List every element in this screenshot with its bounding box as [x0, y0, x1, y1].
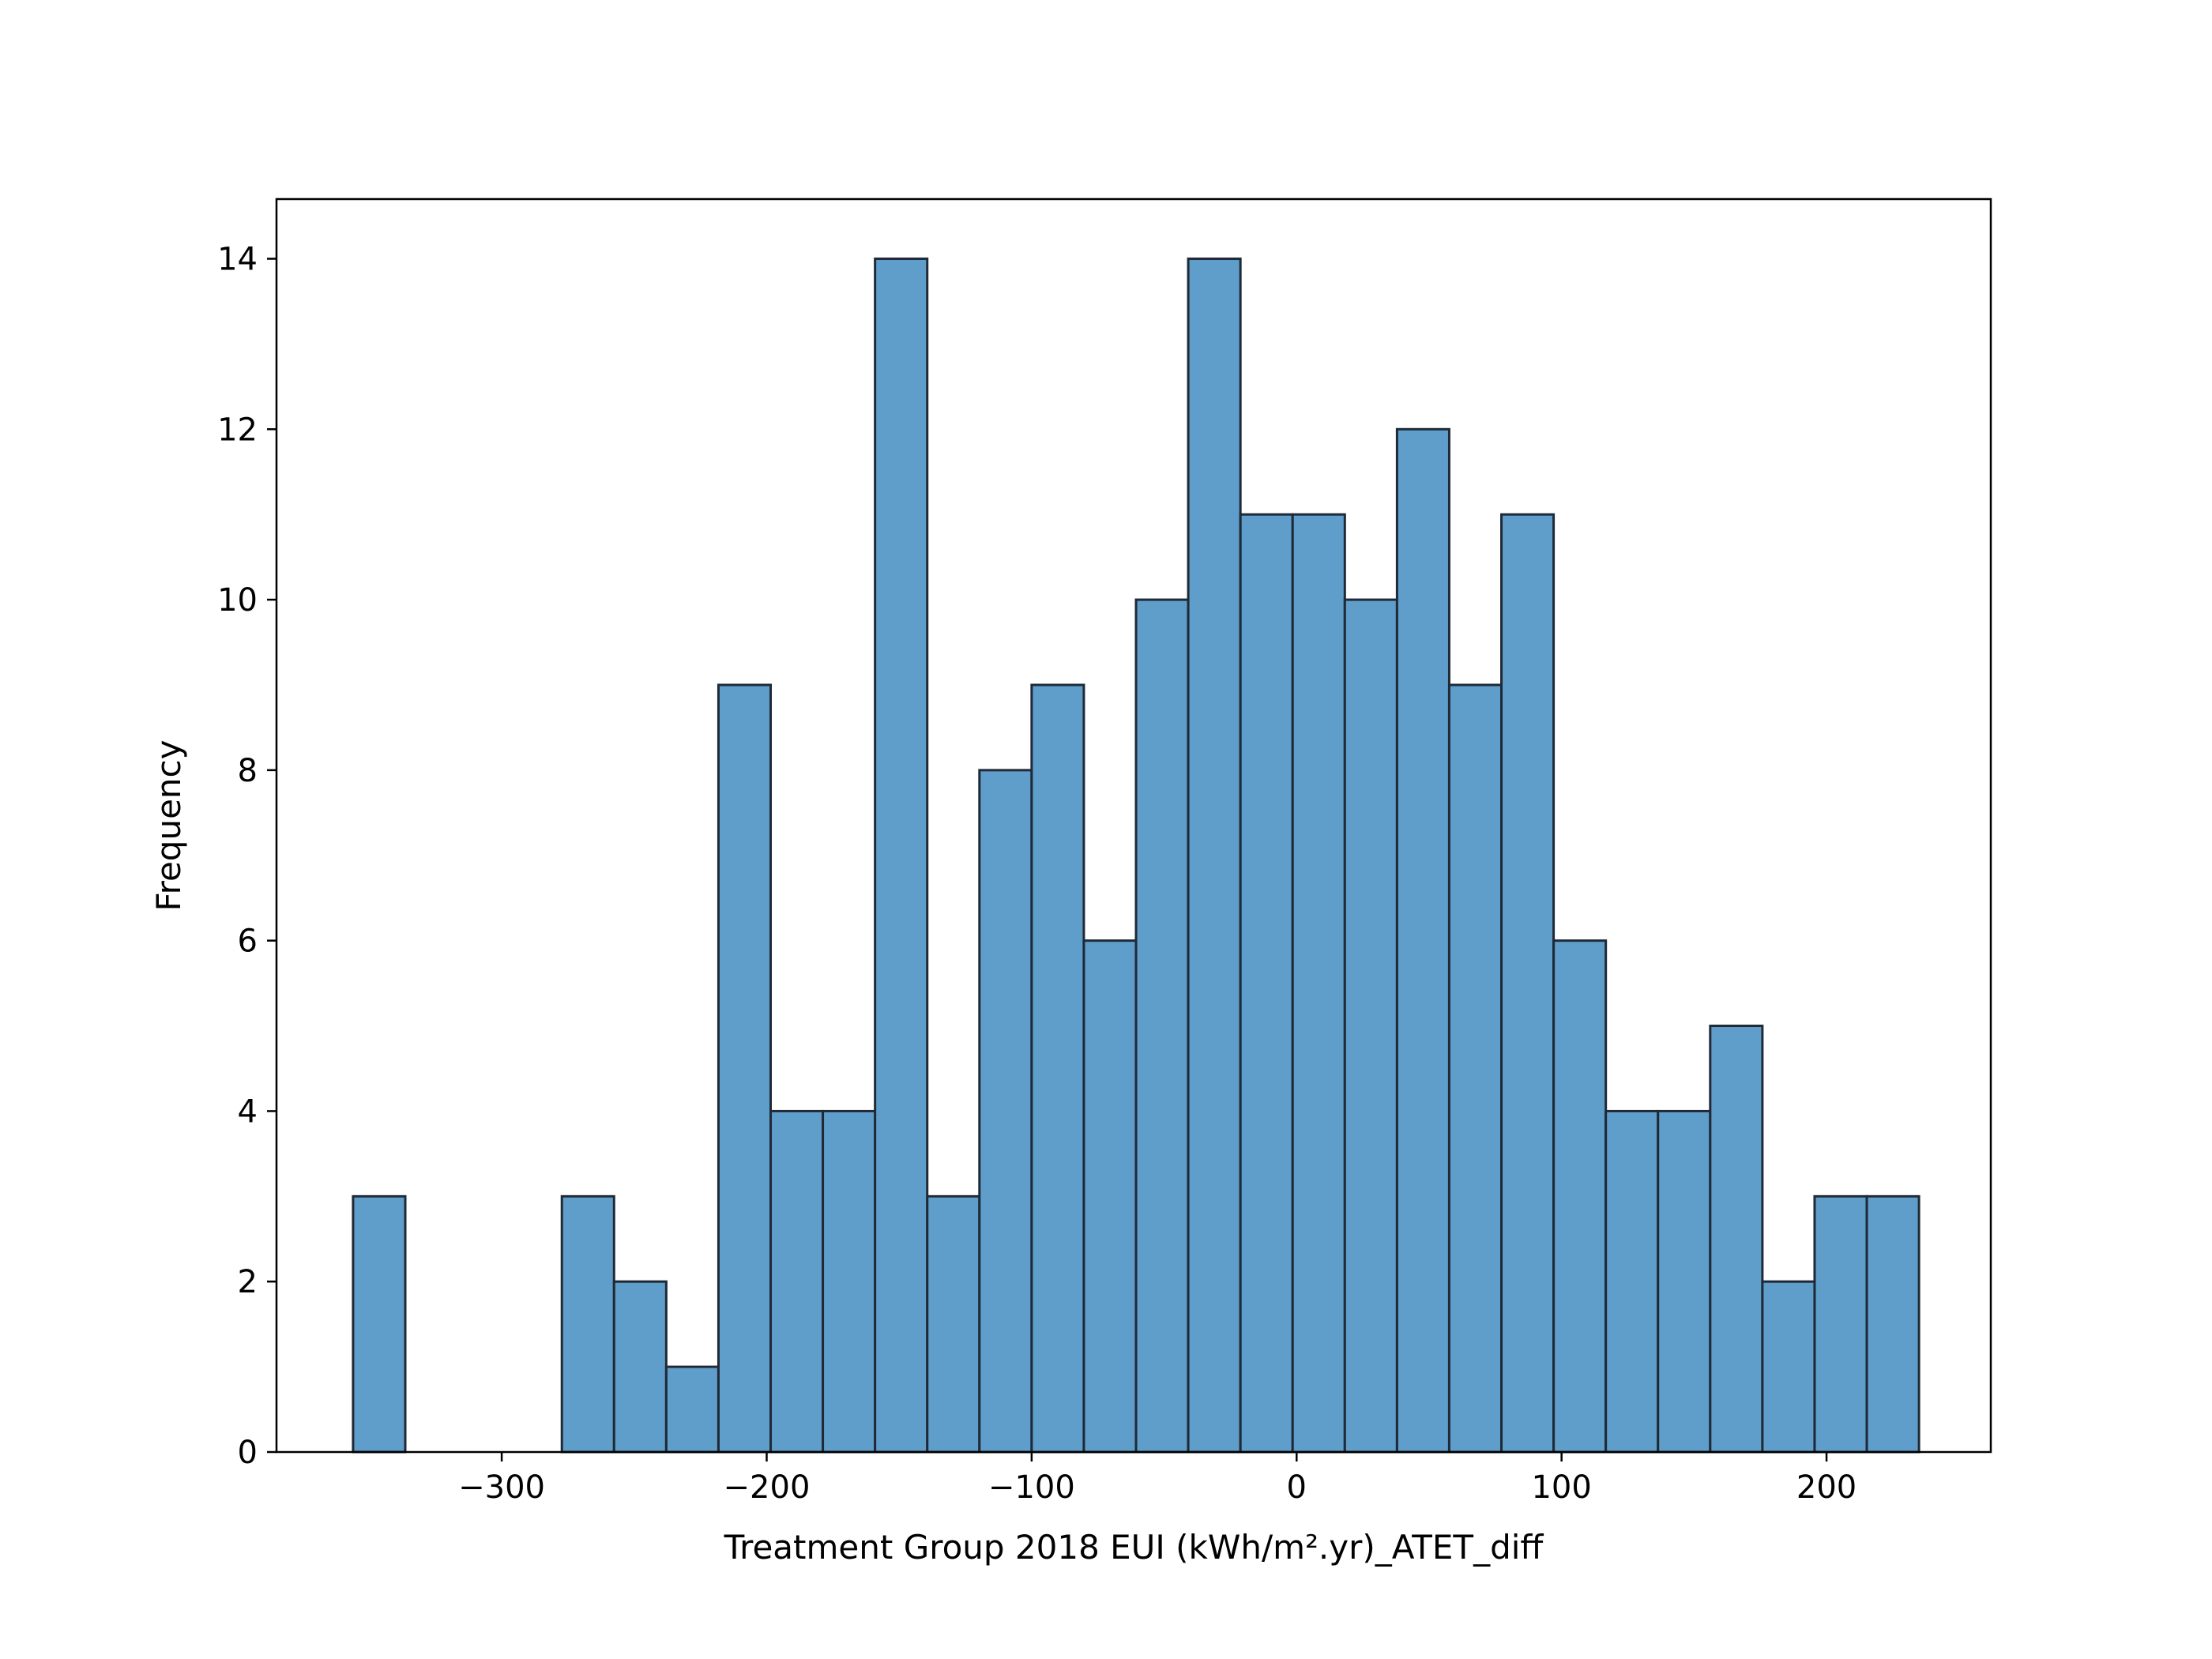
histogram-bar — [1030, 683, 1085, 1454]
histogram-bar — [1187, 258, 1242, 1454]
histogram-bar — [1447, 683, 1503, 1454]
histogram-bar — [352, 1194, 407, 1454]
histogram-bar — [1291, 513, 1346, 1454]
x-tick-label: −100 — [988, 1469, 1075, 1506]
histogram-bar — [1395, 427, 1450, 1454]
x-axis-ticks: −300 −200 −100 0 100 200 — [458, 1452, 1856, 1506]
histogram-bar — [612, 1280, 668, 1454]
y-tick-label: 14 — [217, 242, 258, 278]
histogram-bar — [1343, 598, 1398, 1454]
histogram-bar — [822, 1109, 877, 1454]
histogram-bar — [978, 769, 1033, 1454]
plot-frame — [275, 198, 1992, 1454]
y-tick-label: 6 — [238, 924, 258, 960]
histogram-bar — [1604, 1109, 1660, 1454]
histogram-bar — [1134, 598, 1190, 1454]
histogram-bar — [874, 258, 929, 1454]
y-tick-label: 10 — [217, 582, 258, 619]
histogram-bar — [1813, 1194, 1868, 1454]
y-tick-label: 4 — [238, 1093, 258, 1130]
y-axis-label: Frequency — [149, 740, 188, 912]
y-tick-label: 8 — [238, 753, 258, 789]
histogram-bar — [769, 1109, 825, 1454]
y-tick-label: 2 — [238, 1264, 258, 1300]
histogram-bar — [1552, 939, 1608, 1454]
histogram-bar — [1239, 513, 1294, 1454]
x-tick-label: −200 — [724, 1469, 811, 1506]
y-tick-label: 0 — [238, 1435, 258, 1471]
histogram-bar — [717, 683, 773, 1454]
y-axis-ticks: 0 2 4 6 8 10 12 14 — [217, 242, 276, 1471]
x-axis-label: Treatment Group 2018 EUI (kWh/m².yr)_ATE… — [724, 1528, 1544, 1567]
y-tick-label: 12 — [217, 412, 258, 448]
histogram-bar — [664, 1365, 720, 1454]
histogram-bar — [1082, 939, 1138, 1454]
x-tick-label: −300 — [458, 1469, 545, 1506]
histogram-bar — [1709, 1025, 1764, 1454]
histogram-bar — [926, 1194, 981, 1454]
bars-group — [352, 258, 1920, 1454]
histogram-bar — [1500, 513, 1556, 1454]
x-tick-label: 200 — [1796, 1469, 1856, 1506]
histogram-bar — [1657, 1109, 1712, 1454]
x-tick-label: 100 — [1531, 1469, 1591, 1506]
histogram-bar — [1761, 1280, 1816, 1454]
x-tick-label: 0 — [1287, 1469, 1307, 1506]
histogram-bar — [1865, 1194, 1920, 1454]
histogram-bar — [560, 1194, 615, 1454]
